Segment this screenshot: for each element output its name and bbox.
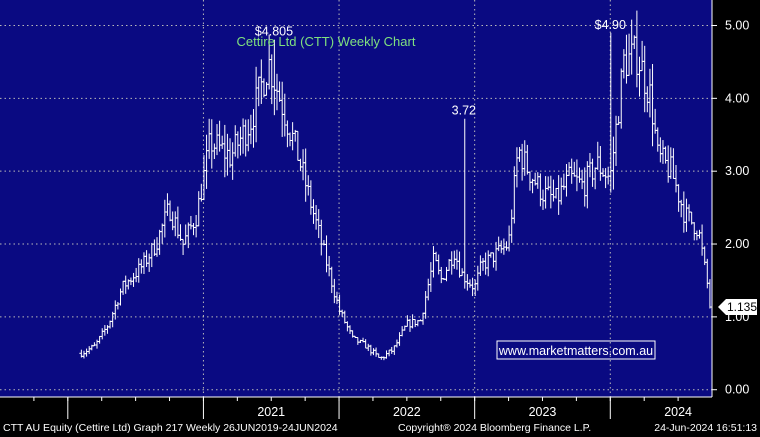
chart-title: Cettire Ltd (CTT) Weekly Chart — [237, 34, 416, 49]
footer-copyright: Copyright® 2024 Bloomberg Finance L.P. — [398, 422, 592, 434]
footer-bar: CTT AU Equity (Cettire Ltd) Graph 217 We… — [0, 420, 760, 437]
last-price-tag — [718, 299, 757, 316]
website-box — [496, 340, 656, 360]
footer-security-info: CTT AU Equity (Cettire Ltd) Graph 217 We… — [3, 422, 338, 434]
peak-annotation: $4.805 — [255, 25, 293, 39]
website-label: www.marketmatters.com.au — [498, 344, 653, 358]
plot-area — [0, 0, 712, 397]
y-tick-label: 3.00 — [725, 164, 749, 178]
x-axis-label: 2022 — [393, 405, 421, 419]
x-axis-label: 2021 — [257, 405, 285, 419]
y-tick-label: 4.00 — [725, 91, 749, 105]
x-axis-label: 2024 — [664, 405, 692, 419]
y-tick-label: 2.00 — [725, 237, 749, 251]
y-tick-label: 5.00 — [725, 18, 749, 32]
y-tick-label: 0.00 — [725, 383, 749, 397]
peak-annotation: 3.72 — [452, 104, 476, 118]
x-axis-label: 2023 — [529, 405, 557, 419]
last-price-label: 1.135 — [727, 300, 757, 314]
footer-timestamp: 24-Jun-2024 16:51:13 — [654, 422, 757, 434]
peak-annotation: $4.90 — [595, 18, 626, 32]
